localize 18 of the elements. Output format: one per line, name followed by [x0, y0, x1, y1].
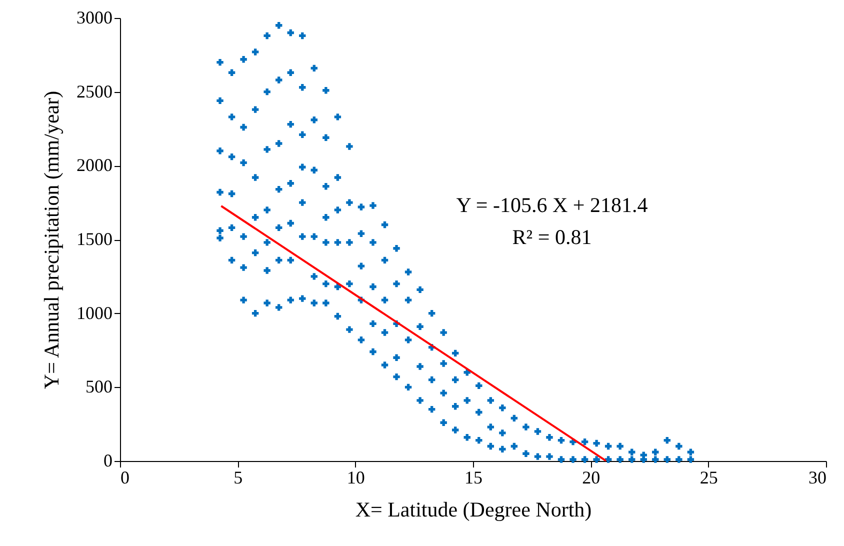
y-tick-label: 1500 [76, 229, 112, 249]
x-tick-label: 30 [808, 468, 826, 488]
x-tick-label: 20 [582, 468, 600, 488]
y-tick-label: 3000 [76, 8, 112, 28]
y-tick-label: 1000 [76, 302, 112, 323]
y-tick-label: 500 [86, 376, 112, 397]
y-tick-label: 2500 [76, 81, 112, 102]
annotation: R² = 0.81 [512, 225, 592, 249]
y-tick-label: 0 [104, 450, 112, 470]
y-axis-title: Y= Annual precipitation (mm/year) [40, 90, 64, 390]
x-tick-label: 0 [120, 468, 130, 488]
x-tick-label: 25 [700, 468, 718, 488]
x-tick-label: 5 [234, 468, 243, 488]
x-tick-label: 10 [346, 468, 365, 488]
x-axis-title: X= Latitude (Degree North) [355, 498, 592, 522]
annotation: Y = -105.6 X + 2181.4 [456, 193, 648, 217]
y-tick-label: 2000 [76, 155, 112, 176]
x-tick-label: 15 [464, 468, 482, 488]
